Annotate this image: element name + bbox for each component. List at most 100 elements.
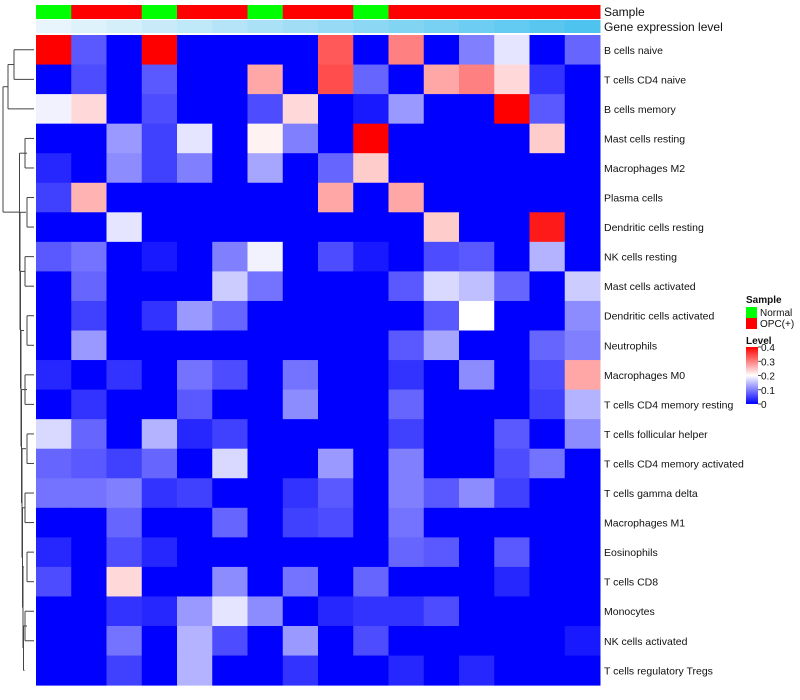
row-label: Macrophages M0 [604,370,685,382]
heatmap-cell [212,64,248,95]
heatmap-cell [247,35,284,66]
heatmap-cell [106,507,143,538]
heatmap-cell [141,153,178,184]
heatmap-cell [388,566,425,597]
sample-annotation-cell [36,5,72,19]
heatmap-cells [36,35,601,686]
heatmap-cell [388,360,425,391]
heatmap-cell [318,182,354,213]
heatmap-cell [353,360,389,391]
heatmap-cell [71,153,107,184]
heatmap-cell [423,271,460,302]
heatmap-cell [212,507,248,538]
heatmap-cell [529,626,566,657]
expression-annotation-cell [494,20,530,33]
heatmap-cell [282,655,319,686]
heatmap-cell [212,212,248,243]
heatmap-cell [318,330,354,361]
level-tick-label: 0.4 [761,343,775,354]
heatmap-cell [71,566,107,597]
heatmap-cell [529,182,566,213]
heatmap-cell [423,153,460,184]
heatmap-cell [564,566,601,597]
sample-legend-label: OPC(+) [760,319,794,330]
heatmap-cell [106,448,143,479]
heatmap-cell [212,389,248,420]
heatmap-cell [71,537,107,568]
heatmap-cell [141,330,178,361]
heatmap-cell [247,182,284,213]
heatmap-cell [212,360,248,391]
heatmap-cell [106,300,143,331]
expression-annotation-cell [388,20,425,33]
row-label: Mast cells activated [604,281,696,293]
sample-annotation-cell [494,5,530,19]
heatmap-cell [423,478,460,509]
heatmap-cell [529,153,566,184]
heatmap-cell [423,300,460,331]
level-tick-label: 0 [761,400,767,411]
heatmap-cell [564,389,601,420]
heatmap-cell [494,537,530,568]
sample-annotation-cell [177,5,213,19]
heatmap-cell [459,241,495,272]
heatmap-cell [318,64,354,95]
expression-annotation-cell [177,20,213,33]
heatmap-cell [459,35,495,66]
heatmap-cell [459,94,495,125]
heatmap-cell [564,64,601,95]
heatmap-cell [459,626,495,657]
expression-annotation-cell [36,20,72,33]
heatmap-cell [177,123,213,154]
heatmap-cell [177,537,213,568]
heatmap-cell [388,596,425,627]
sample-annotation-cell [106,5,143,19]
heatmap-cell [318,655,354,686]
heatmap-cell [318,123,354,154]
heatmap-cell [141,300,178,331]
heatmap-cell [106,330,143,361]
heatmap-cell [212,566,248,597]
heatmap-cell [212,123,248,154]
heatmap-cell [459,507,495,538]
heatmap-cell [212,271,248,302]
heatmap-cell [36,389,72,420]
heatmap-cell [353,123,389,154]
heatmap-cell [36,153,72,184]
row-label: Monocytes [604,606,655,618]
expression-annotation-cell [529,20,566,33]
heatmap-cell [529,123,566,154]
level-tick-label: 0.3 [761,357,775,368]
heatmap-cell [177,271,213,302]
heatmap-cell [318,626,354,657]
row-label: Plasma cells [604,193,663,205]
heatmap-cell [494,507,530,538]
heatmap-cell [318,478,354,509]
heatmap-cell [529,507,566,538]
heatmap-cell [494,330,530,361]
heatmap-cell [36,537,72,568]
heatmap-cell [247,271,284,302]
heatmap-cell [106,212,143,243]
heatmap-cell [353,596,389,627]
row-label: Dendritic cells activated [604,311,714,323]
expression-annotation-cell [71,20,107,33]
sample-legend-swatch [746,307,757,318]
heatmap-cell [318,271,354,302]
heatmap-cell [388,626,425,657]
heatmap-cell [106,389,143,420]
heatmap-cell [141,64,178,95]
heatmap-cell [494,300,530,331]
heatmap-cell [247,626,284,657]
heatmap-cell [564,507,601,538]
heatmap-cell [71,212,107,243]
row-label: Eosinophils [604,547,658,559]
heatmap-cell [36,271,72,302]
heatmap-cell [71,360,107,391]
heatmap-cell [353,566,389,597]
heatmap-cell [564,94,601,125]
row-label: T cells CD4 naive [604,74,686,86]
sample-annotation-cell [388,5,425,19]
heatmap-cell [247,360,284,391]
heatmap-cell [529,537,566,568]
